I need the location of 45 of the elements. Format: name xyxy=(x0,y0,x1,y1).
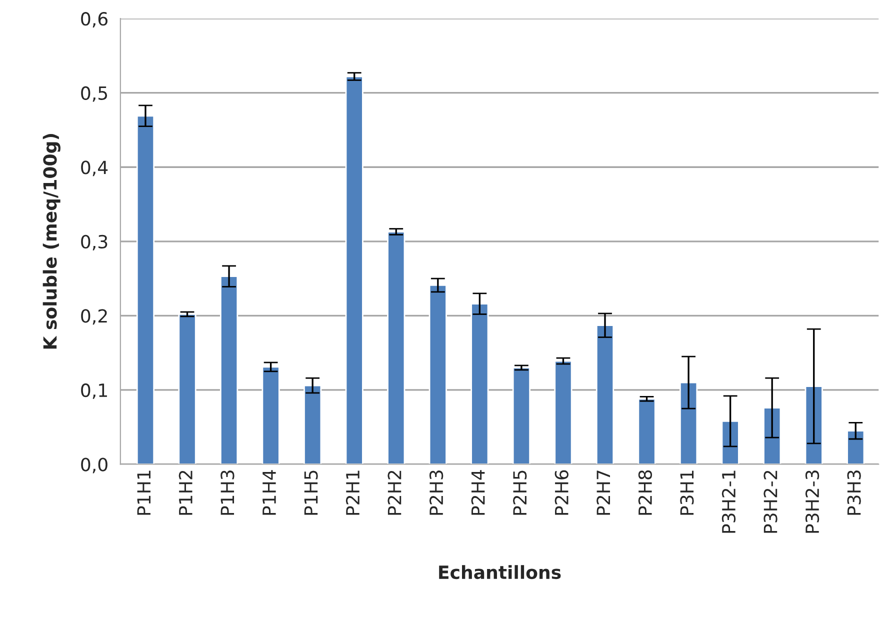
x-tick-label: P3H1 xyxy=(680,470,694,515)
bar xyxy=(304,384,322,464)
y-axis-title: K soluble (meq/100g) xyxy=(42,134,60,349)
bar xyxy=(136,115,155,464)
bar xyxy=(470,303,489,464)
x-tick-label: P2H1 xyxy=(346,470,360,515)
x-tick-label: P2H3 xyxy=(429,470,444,515)
y-tick-label: 0,5 xyxy=(81,86,108,102)
bar xyxy=(220,276,238,464)
x-tick-label: P1H5 xyxy=(304,470,318,515)
y-tick-label: 0,1 xyxy=(81,383,107,399)
bar xyxy=(680,382,698,464)
x-tick-label: P2H8 xyxy=(638,470,652,515)
y-tick-label: 0,0 xyxy=(81,458,108,474)
bar xyxy=(763,407,782,464)
x-axis-title: Echantillons xyxy=(439,565,561,580)
x-tick-label: P2H5 xyxy=(513,470,527,515)
bar xyxy=(721,420,740,464)
x-tick-label: P1H4 xyxy=(262,470,276,515)
y-tick-label: 0,4 xyxy=(81,160,108,176)
x-tick-label: P3H2-2 xyxy=(764,470,778,533)
x-tick-label: P1H2 xyxy=(178,470,192,515)
bar xyxy=(428,284,447,464)
bar xyxy=(512,366,530,464)
x-tick-label: P1H1 xyxy=(137,470,150,515)
bar xyxy=(846,430,865,464)
x-tick-label: P2H4 xyxy=(471,470,485,515)
bar xyxy=(804,386,823,464)
x-tick-label: P3H2-1 xyxy=(722,470,736,533)
bar xyxy=(596,324,614,464)
x-tick-label: P2H7 xyxy=(596,470,610,515)
x-tick-label: P3H2-3 xyxy=(805,470,820,533)
x-tick-label: P2H2 xyxy=(388,470,402,515)
bar xyxy=(387,231,406,464)
y-tick-label: 0,6 xyxy=(81,12,108,28)
bar xyxy=(638,398,656,464)
bar xyxy=(345,76,364,464)
x-tick-label: P2H6 xyxy=(554,470,568,515)
bar xyxy=(262,366,280,464)
y-tick-label: 0,3 xyxy=(81,234,108,250)
bar xyxy=(554,360,572,464)
x-tick-label: P3H3 xyxy=(847,470,861,515)
bar xyxy=(178,314,196,464)
y-tick-label: 0,2 xyxy=(81,309,107,325)
x-tick-label: P1H3 xyxy=(220,470,234,515)
